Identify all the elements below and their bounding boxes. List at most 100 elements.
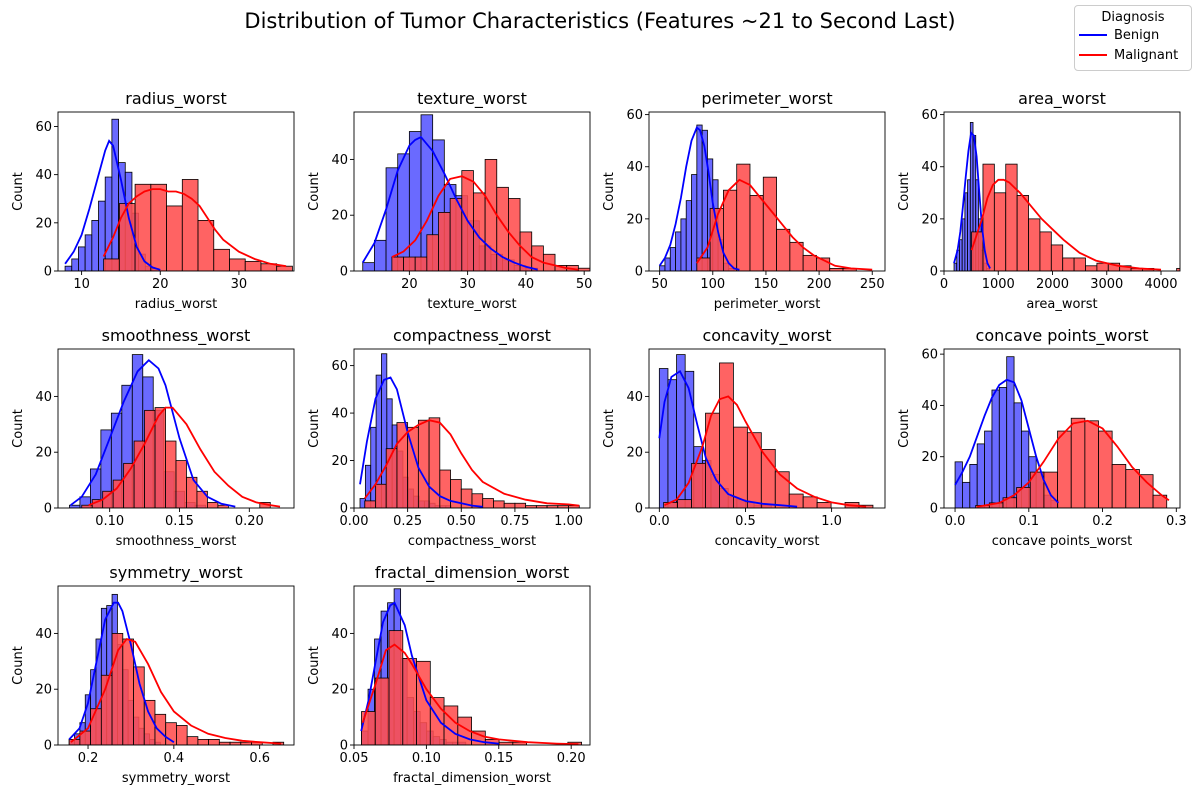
kde-line-benign [658, 370, 798, 508]
subplot-title: texture_worst [417, 89, 527, 109]
bar-malignant [181, 179, 199, 271]
x-tick-label: 0.05 [340, 751, 369, 766]
axes-frame [353, 111, 591, 272]
x-tick-label: 40 [518, 277, 535, 292]
bar-benign [691, 174, 698, 271]
subplot-fractal_dimension_worst: 0.05 0.10 0.15 0.20 0 20 40 fractal_dimension_w… [307, 563, 591, 786]
x-tick-label: 0.20 [557, 751, 586, 766]
bar-malignant [175, 460, 187, 508]
bar-malignant [122, 638, 134, 745]
kde-line-malignant [664, 395, 867, 508]
bar-benign [959, 239, 963, 271]
x-tick-label: 0.20 [235, 514, 264, 529]
bar-malignant [217, 504, 229, 508]
bar-malignant [802, 254, 817, 271]
y-tick-label: 20 [331, 209, 348, 224]
subplot-marks [64, 118, 293, 271]
legend-label-benign: Benign [1114, 27, 1160, 43]
y-axis-label: Count [307, 646, 322, 685]
bar-malignant [438, 212, 451, 271]
bar-benign [684, 370, 695, 508]
bar-benign [984, 430, 993, 508]
kde-line-malignant [361, 643, 579, 745]
x-tick-label: 0 [940, 277, 948, 292]
axes-frame [353, 585, 591, 746]
bar-malignant [428, 417, 441, 508]
x-tick-label: 0.5 [735, 514, 756, 529]
y-tick-label: 40 [331, 153, 348, 168]
kde-line-benign [70, 358, 236, 508]
bar-malignant [1152, 494, 1168, 508]
x-axis-label: radius_worst [135, 297, 218, 312]
legend-title: Diagnosis [1101, 10, 1165, 25]
x-tick-label: 50 [576, 277, 593, 292]
bar-malignant [213, 248, 230, 271]
kde-line-malignant [363, 419, 580, 507]
y-tick-label: 60 [35, 120, 52, 135]
bar-malignant [364, 500, 376, 508]
kde-line-malignant [102, 188, 287, 268]
subplot-marks [360, 588, 583, 745]
x-axis-label: concave points_worst [992, 534, 1133, 549]
bar-malignant [426, 234, 439, 271]
subplot-area_worst: 0 1000 2000 3000 4000 0 20 40 60 area_worst area_w… [897, 89, 1181, 312]
subplot-title: perimeter_worst [701, 89, 832, 109]
x-axis-label: compactness_worst [408, 534, 536, 549]
kde-line-benign [359, 376, 483, 508]
subplot-title: symmetry_worst [109, 563, 242, 583]
bar-benign [954, 461, 963, 508]
x-tick-label: 1.00 [554, 514, 583, 529]
y-tick-label: 20 [921, 450, 938, 465]
y-axis-label: Count [602, 172, 617, 211]
kde-line-malignant [391, 175, 579, 271]
y-tick-label: 60 [331, 359, 348, 374]
subplot-concavity_worst: 0.0 0.5 1.0 0 20 40 concavity_worst concavity_w… [602, 326, 886, 549]
bar-malignant [577, 267, 590, 271]
subplot-marks [954, 356, 1170, 508]
y-tick-label: 40 [626, 160, 643, 175]
x-tick-label: 0.10 [95, 514, 124, 529]
y-axis-label: Count [11, 646, 26, 685]
bar-benign [669, 247, 676, 271]
y-tick-label: 20 [331, 683, 348, 698]
x-tick-label: 0.15 [165, 514, 194, 529]
y-tick-label: 20 [626, 446, 643, 461]
bar-malignant [417, 419, 430, 508]
bar-malignant [439, 469, 451, 508]
bar-malignant [1176, 267, 1180, 271]
x-axis-label: symmetry_worst [122, 771, 230, 786]
bar-benign [961, 218, 966, 271]
bar-benign [696, 124, 703, 271]
kde-line-benign [361, 135, 538, 271]
x-tick-label: 30 [231, 277, 248, 292]
subplot-marks [359, 353, 580, 508]
bar-benign [408, 131, 422, 271]
bar-malignant [403, 256, 416, 271]
bar-malignant [443, 705, 459, 745]
bar-malignant [1043, 471, 1058, 508]
subplot-title: compactness_worst [393, 326, 551, 346]
x-tick-label: 0.25 [393, 514, 422, 529]
bar-malignant [482, 498, 494, 508]
y-tick-label: 0 [635, 265, 643, 280]
bar-malignant [154, 713, 167, 745]
bar-benign [91, 220, 99, 271]
legend-label-malignant: Malignant [1114, 47, 1179, 63]
axes-frame [57, 111, 295, 272]
bar-malignant [1096, 262, 1109, 271]
subplot-perimeter_worst: 50 100 150 200 2500204060perimeter_worstperi… [602, 89, 886, 312]
x-tick-label: 0.2 [1092, 514, 1113, 529]
bar-malignant [112, 479, 125, 508]
y-tick-label: 20 [35, 683, 52, 698]
x-tick-label: 0.2 [78, 751, 99, 766]
y-tick-label: 20 [331, 454, 348, 469]
subplot-smoothness_worst: 0.10 0.15 0.2002040smoothness_worstsmoothn… [11, 326, 295, 549]
kde-line-malignant [970, 178, 1162, 271]
axes-frame [648, 111, 886, 272]
subplot-marks [69, 354, 281, 508]
x-tick-label: 0.0 [649, 514, 670, 529]
bar-malignant [154, 407, 166, 508]
subplot-radius_worst: 10 20 30 0 20 40 60 radius_worst radius_worst Cou… [11, 89, 295, 312]
bar-malignant [414, 256, 428, 271]
